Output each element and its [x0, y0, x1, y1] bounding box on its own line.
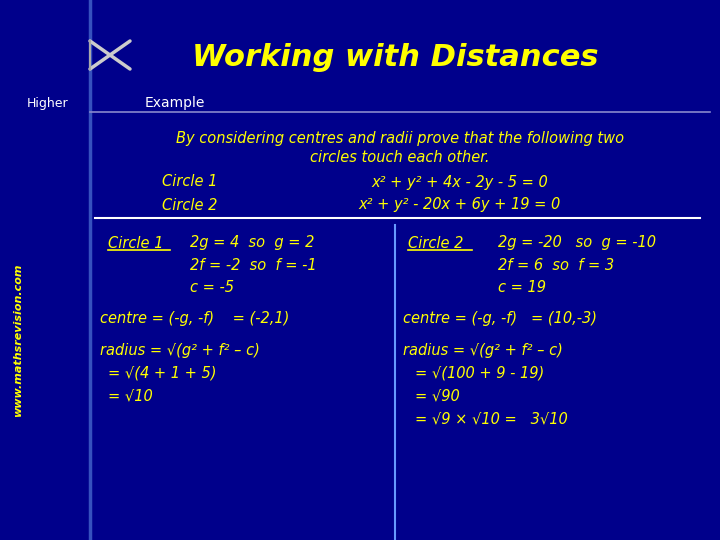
- Text: = √(100 + 9 - 19): = √(100 + 9 - 19): [415, 366, 544, 381]
- Text: Example: Example: [145, 96, 205, 110]
- Text: 2f = -2  so  f = -1: 2f = -2 so f = -1: [190, 258, 317, 273]
- Text: c = -5: c = -5: [190, 280, 234, 294]
- Text: Circle 2: Circle 2: [162, 198, 217, 213]
- Text: = √90: = √90: [415, 388, 460, 403]
- Text: www.mathsrevision.com: www.mathsrevision.com: [13, 263, 23, 417]
- Text: c = 19: c = 19: [498, 280, 546, 294]
- Text: circles touch each other.: circles touch each other.: [310, 151, 490, 165]
- Text: centre = (-g, -f)   = (10,-3): centre = (-g, -f) = (10,-3): [403, 310, 597, 326]
- Text: = √10: = √10: [108, 388, 153, 403]
- Text: Circle 2: Circle 2: [408, 235, 464, 251]
- Text: By considering centres and radii prove that the following two: By considering centres and radii prove t…: [176, 131, 624, 145]
- Text: Circle 1: Circle 1: [108, 235, 163, 251]
- Text: 2f = 6  so  f = 3: 2f = 6 so f = 3: [498, 258, 614, 273]
- Text: centre = (-g, -f)    = (-2,1): centre = (-g, -f) = (-2,1): [100, 310, 289, 326]
- Text: Circle 1: Circle 1: [162, 174, 217, 190]
- Text: 2g = -20   so  g = -10: 2g = -20 so g = -10: [498, 235, 656, 251]
- Text: Working with Distances: Working with Distances: [192, 44, 598, 72]
- Text: radius = √(g² + f² – c): radius = √(g² + f² – c): [100, 342, 260, 357]
- Text: 2g = 4  so  g = 2: 2g = 4 so g = 2: [190, 235, 315, 251]
- Text: = √(4 + 1 + 5): = √(4 + 1 + 5): [108, 366, 217, 381]
- Text: radius = √(g² + f² – c): radius = √(g² + f² – c): [403, 342, 563, 357]
- Text: Higher: Higher: [27, 97, 69, 110]
- Text: x² + y² - 20x + 6y + 19 = 0: x² + y² - 20x + 6y + 19 = 0: [359, 198, 561, 213]
- Text: x² + y² + 4x - 2y - 5 = 0: x² + y² + 4x - 2y - 5 = 0: [372, 174, 549, 190]
- Text: = √9 × √10 =   3√10: = √9 × √10 = 3√10: [415, 411, 568, 427]
